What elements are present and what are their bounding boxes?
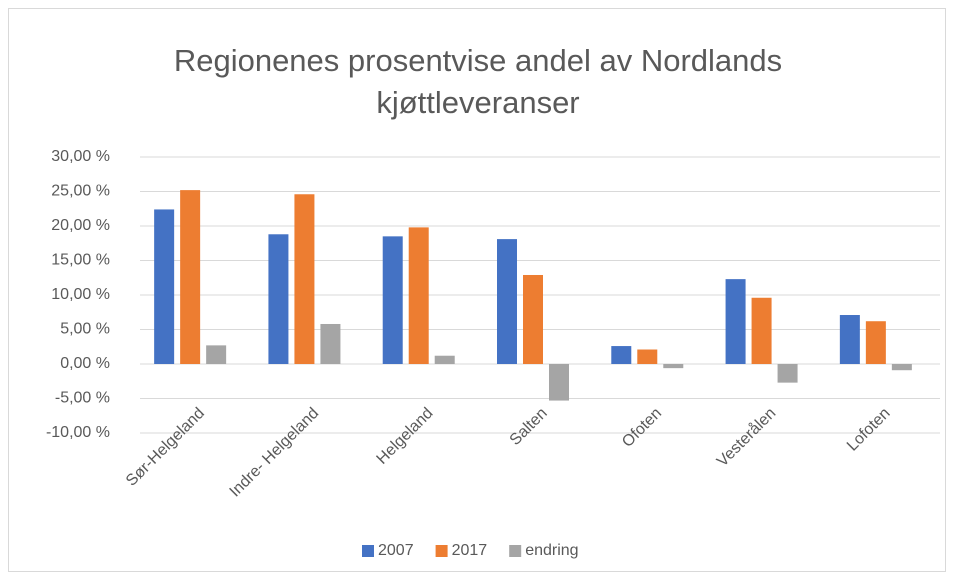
x-tick-label: Salten xyxy=(507,405,551,449)
bar xyxy=(865,321,886,364)
legend-swatch xyxy=(362,545,374,557)
legend-label: 2017 xyxy=(452,542,488,559)
bar xyxy=(891,364,912,371)
y-tick-label: 25,00 % xyxy=(51,183,110,200)
x-tick-label: Vesterålen xyxy=(713,404,779,470)
bar xyxy=(839,315,860,364)
legend-swatch xyxy=(509,545,522,557)
bar xyxy=(382,236,403,364)
bar xyxy=(751,297,772,364)
x-tick-label: Indre- Helgeland xyxy=(227,405,323,501)
bar xyxy=(408,227,429,364)
chart-title: Regionenes prosentvise andel av Nordland… xyxy=(173,43,783,120)
y-tick-label: 30,00 % xyxy=(51,148,110,165)
y-tick-label: -5,00 % xyxy=(55,390,110,407)
bar xyxy=(434,355,455,364)
y-tick-label: 20,00 % xyxy=(51,217,110,234)
y-tick-label: 5,00 % xyxy=(60,321,110,338)
bar xyxy=(497,239,517,364)
chart-frame xyxy=(8,8,946,572)
bar xyxy=(268,234,289,364)
y-tick-label: 15,00 % xyxy=(51,252,110,269)
x-tick-label: Lofoten xyxy=(844,405,894,455)
bar xyxy=(725,279,746,364)
x-tick-label: Ofoten xyxy=(619,405,665,451)
legend-label: endring xyxy=(525,542,578,559)
bar xyxy=(294,194,315,364)
legend-swatch xyxy=(435,545,448,557)
bar xyxy=(523,274,543,364)
legend: 2007 2017 endring xyxy=(362,542,579,559)
bar xyxy=(154,209,175,364)
y-tick-label: 10,00 % xyxy=(51,286,110,303)
x-tick-label: Helgeland xyxy=(374,405,437,468)
bar xyxy=(180,190,201,364)
y-tick-label: 0,00 % xyxy=(60,355,110,372)
y-tick-label: -10,00 % xyxy=(46,424,110,441)
bar xyxy=(320,323,341,364)
bar xyxy=(611,346,632,364)
bar xyxy=(777,364,798,383)
bar xyxy=(637,349,658,364)
x-tick-label: Sør-Helgeland xyxy=(123,405,208,490)
legend-label: 2007 xyxy=(378,542,414,559)
bar xyxy=(549,364,569,401)
bar xyxy=(206,345,227,364)
bar xyxy=(663,364,684,369)
